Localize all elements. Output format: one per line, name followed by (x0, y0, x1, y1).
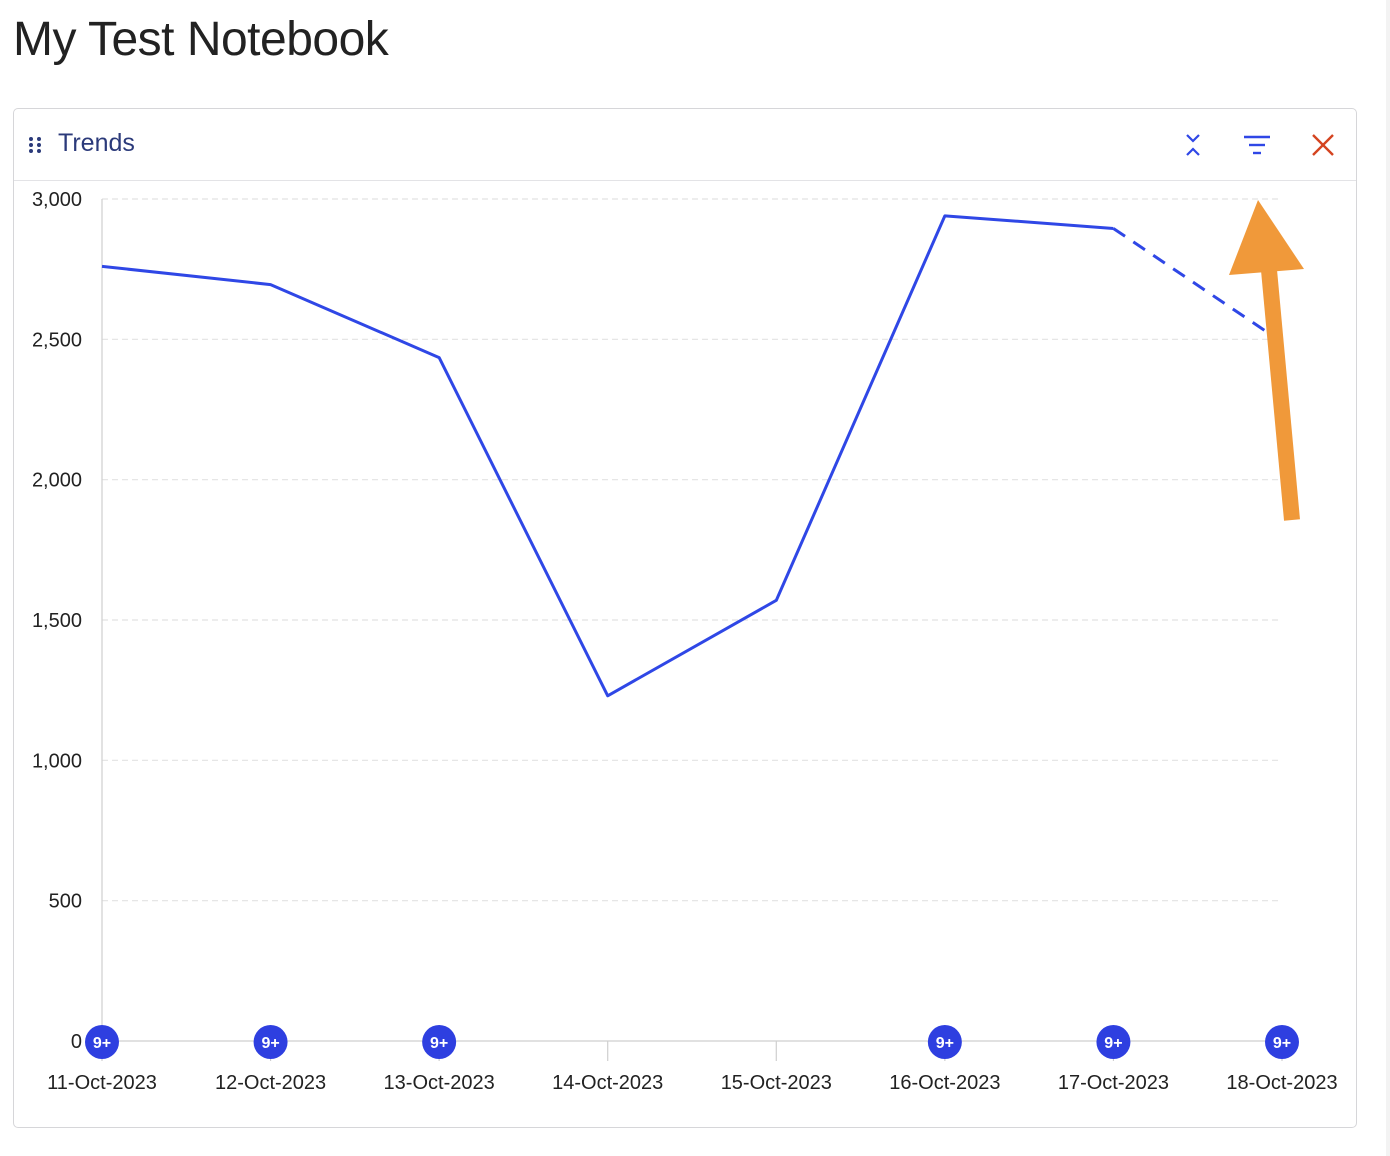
annotation-badge-label: 9+ (1273, 1035, 1291, 1052)
x-tick-label: 17-Oct-2023 (1058, 1072, 1169, 1094)
trends-panel: Trends (13, 108, 1357, 1128)
annotation-arrow-shaft (1261, 269, 1300, 521)
annotation-badge-label: 9+ (936, 1035, 954, 1052)
x-tick-label: 14-Oct-2023 (552, 1072, 663, 1094)
y-tick-label: 1,500 (32, 610, 82, 632)
series-line (101, 214, 1114, 698)
x-tick-label: 16-Oct-2023 (889, 1072, 1000, 1094)
panel-title: Trends (58, 129, 135, 157)
annotation-badge-label: 9+ (261, 1035, 279, 1052)
page-title: My Test Notebook (13, 13, 389, 66)
panel-header: Trends (14, 109, 1356, 181)
y-tick-label: 1,000 (32, 750, 82, 772)
y-tick-label: 2,000 (32, 470, 82, 492)
x-tick-label: 18-Oct-2023 (1226, 1072, 1337, 1094)
annotation-badge[interactable] (253, 1025, 288, 1059)
x-tick-label: 13-Oct-2023 (384, 1072, 495, 1094)
collapse-icon[interactable] (1175, 127, 1211, 163)
close-icon[interactable] (1305, 127, 1341, 163)
annotation-badge[interactable] (927, 1025, 962, 1059)
annotation-arrow-head (1229, 200, 1304, 275)
y-tick-label: 2,500 (32, 329, 82, 351)
annotation-badge[interactable] (422, 1025, 457, 1059)
drag-handle-icon[interactable] (28, 135, 42, 155)
x-tick-label: 15-Oct-2023 (721, 1072, 832, 1094)
y-tick-label: 3,000 (32, 189, 82, 211)
annotation-badge[interactable] (85, 1025, 119, 1059)
x-tick-label: 11-Oct-2023 (47, 1072, 157, 1094)
y-tick-label: 0 (71, 1031, 82, 1053)
annotation-badge[interactable] (1096, 1025, 1131, 1059)
page-scrollbar[interactable] (1386, 0, 1390, 1156)
annotation-badge-label: 9+ (1104, 1035, 1122, 1052)
series-line-projected (1112, 227, 1283, 344)
x-tick-label: 12-Oct-2023 (215, 1072, 326, 1094)
annotation-badge-label: 9+ (430, 1035, 448, 1052)
filter-icon[interactable] (1239, 127, 1275, 163)
y-tick-label: 500 (49, 891, 82, 913)
annotation-badge-label: 9+ (93, 1035, 111, 1052)
annotation-badge[interactable] (1265, 1025, 1299, 1059)
